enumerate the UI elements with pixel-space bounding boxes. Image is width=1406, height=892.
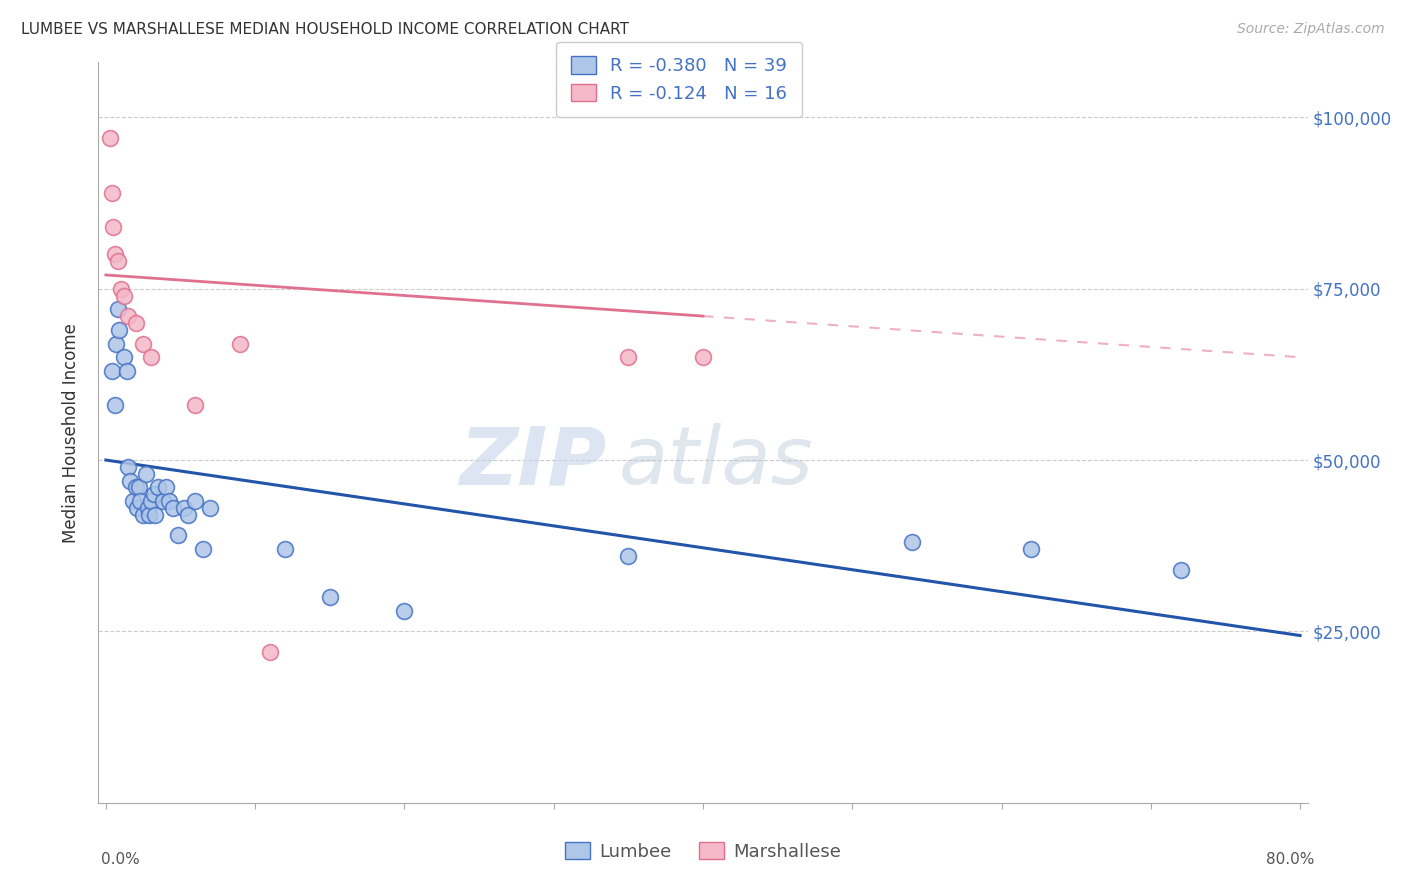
Text: 80.0%: 80.0% [1267, 852, 1315, 867]
Point [127, 501, 149, 516]
Text: ZIP: ZIP [458, 423, 606, 501]
Point [108, 323, 131, 337]
Point [101, 186, 124, 200]
Point [103, 219, 125, 234]
Point [166, 528, 188, 542]
Point [104, 398, 127, 412]
Point [112, 350, 135, 364]
Point [138, 508, 160, 522]
Point [184, 398, 207, 412]
Text: Source: ZipAtlas.com: Source: ZipAtlas.com [1237, 22, 1385, 37]
Point [105, 336, 128, 351]
Point [117, 459, 139, 474]
Point [118, 474, 141, 488]
Point [177, 508, 200, 522]
Point [394, 604, 416, 618]
Point [112, 288, 135, 302]
Point [125, 480, 148, 494]
Point [229, 336, 252, 351]
Point [98, 131, 121, 145]
Y-axis label: Median Household Income: Median Household Income [62, 323, 80, 542]
Point [155, 480, 177, 494]
Point [152, 494, 174, 508]
Text: atlas: atlas [619, 423, 813, 501]
Text: LUMBEE VS MARSHALLESE MEDIAN HOUSEHOLD INCOME CORRELATION CHART: LUMBEE VS MARSHALLESE MEDIAN HOUSEHOLD I… [21, 22, 628, 37]
Point [139, 350, 162, 364]
Point [319, 590, 342, 604]
Point [139, 494, 162, 508]
Point [132, 508, 155, 522]
Point [617, 350, 640, 364]
Point [129, 494, 152, 508]
Point [143, 508, 166, 522]
Point [162, 501, 184, 516]
Point [121, 494, 143, 508]
Point [617, 549, 640, 563]
Legend: Lumbee, Marshallese: Lumbee, Marshallese [558, 835, 848, 868]
Point [128, 480, 150, 494]
Point [110, 282, 132, 296]
Point [200, 501, 222, 516]
Text: 0.0%: 0.0% [101, 852, 141, 867]
Point [107, 302, 129, 317]
Point [692, 350, 714, 364]
Point [117, 309, 139, 323]
Point [184, 494, 207, 508]
Point [132, 336, 155, 351]
Point [115, 364, 138, 378]
Point [146, 480, 169, 494]
Point [101, 364, 124, 378]
Point [125, 316, 148, 330]
Point [135, 467, 157, 481]
Point [136, 501, 159, 516]
Point [191, 542, 214, 557]
Point [173, 501, 195, 516]
Point [157, 494, 180, 508]
Point [1021, 542, 1043, 557]
Point [259, 645, 281, 659]
Point [107, 254, 129, 268]
Point [104, 247, 127, 261]
Point [142, 487, 165, 501]
Point [901, 535, 924, 549]
Point [274, 542, 297, 557]
Point [1170, 563, 1192, 577]
